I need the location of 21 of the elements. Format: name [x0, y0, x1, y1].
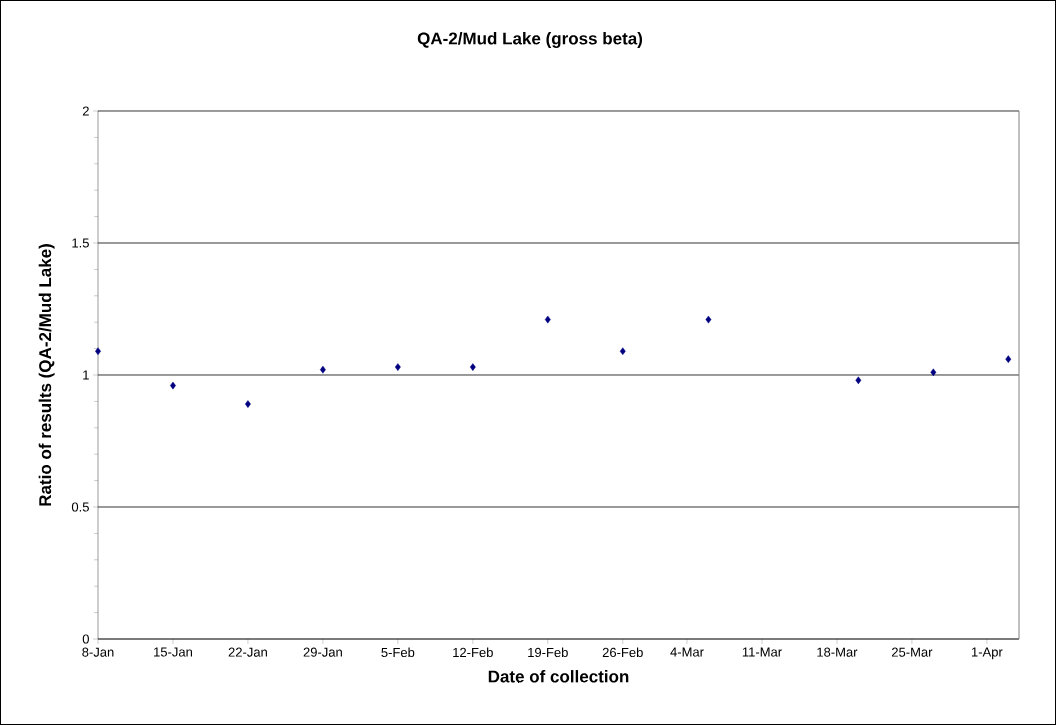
- x-tick-label: 29-Jan: [303, 647, 342, 657]
- x-tick-label: 15-Jan: [154, 647, 192, 657]
- x-axis-title: Date of collection: [488, 670, 629, 683]
- x-tick-label: 18-Mar: [817, 647, 858, 657]
- x-tick-label: 25-Mar: [891, 647, 933, 657]
- y-tick-label: 0.5: [71, 502, 89, 512]
- x-tick-label: 12-Feb: [453, 647, 493, 658]
- y-tick-label: 2: [82, 106, 89, 116]
- y-tick-label: 1.5: [72, 238, 89, 248]
- x-tick-label: 22-Jan: [228, 647, 267, 657]
- y-tick-label: 0: [82, 634, 89, 644]
- y-tick-label: 1: [83, 370, 89, 380]
- x-tick-label: 5-Feb: [381, 647, 415, 658]
- chart-title: QA-2/Mud Lake (gross beta): [417, 32, 643, 48]
- x-tick-label: 26-Feb: [602, 647, 643, 658]
- x-tick-label: 19-Feb: [528, 647, 568, 658]
- x-tick-label: 1-Apr: [971, 647, 1003, 660]
- x-tick-label: 11-Mar: [742, 647, 782, 657]
- x-tick-label: 8-Jan: [82, 647, 114, 657]
- x-tick-label: 4-Mar: [670, 647, 704, 657]
- y-axis-title: Ratio of results (QA-2/Mud Lake): [38, 244, 55, 506]
